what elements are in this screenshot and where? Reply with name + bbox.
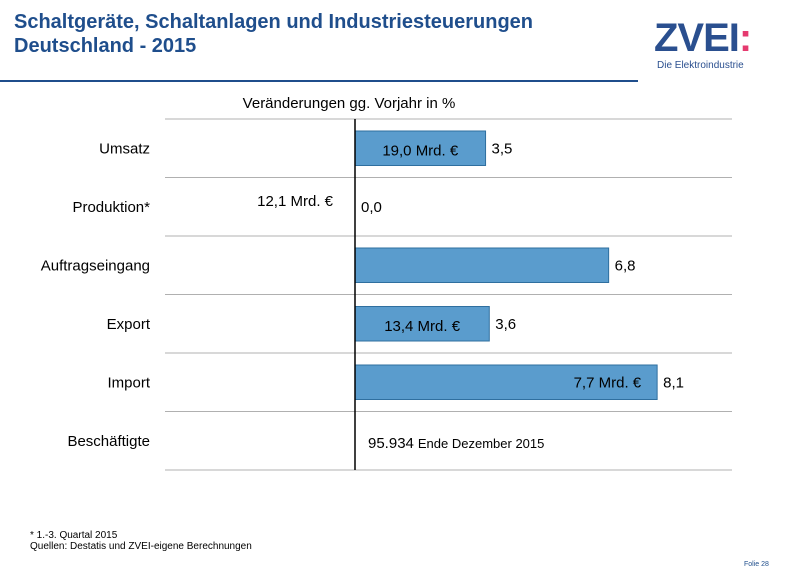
category-label: Umsatz [99, 140, 150, 157]
employee-count-note: Ende Dezember 2015 [418, 436, 544, 451]
value-label: 3,6 [495, 316, 516, 333]
logo-wordmark: ZVEI: [654, 18, 764, 58]
category-label: Export [107, 316, 151, 333]
footnote-sources: Quellen: Destatis und ZVEI-eigene Berech… [30, 541, 252, 552]
bar [354, 130, 487, 166]
absolute-label: 13,4 Mrd. € [384, 318, 461, 335]
logo-tagline: Die Elektroindustrie [657, 60, 744, 71]
page-title: Schaltgeräte, Schaltanlagen und Industri… [14, 10, 614, 58]
title-line-1: Schaltgeräte, Schaltanlagen und Industri… [14, 11, 533, 33]
category-label: Auftragseingang [41, 257, 150, 274]
absolute-label: 19,0 Mrd. € [382, 142, 459, 159]
employee-count-value: 95.934 [368, 435, 414, 452]
absolute-label: 7,7 Mrd. € [574, 374, 642, 391]
employee-count: 95.934 Ende Dezember 2015 [368, 435, 544, 452]
title-line-2: Deutschland - 2015 [14, 35, 197, 57]
value-label: 0,0 [361, 199, 382, 216]
absolute-label: 12,1 Mrd. € [257, 193, 334, 210]
bar [354, 364, 658, 400]
value-label: 8,1 [663, 374, 684, 391]
logo-brand: ZVEI [654, 16, 740, 60]
bar [354, 247, 610, 283]
category-label: Beschäftigte [67, 433, 150, 450]
chart-title: Veränderungen gg. Vorjahr in % [243, 95, 456, 112]
zvei-logo: ZVEI: Die Elektroindustrie [654, 18, 764, 78]
logo-colon: : [738, 16, 752, 60]
slide-number: Folie 28 [744, 561, 769, 568]
footnote: * 1.-3. Quartal 2015 Quellen: Destatis u… [30, 530, 252, 552]
category-label: Produktion* [72, 199, 150, 216]
category-label: Import [107, 374, 150, 391]
title-divider [0, 80, 638, 82]
value-label: 6,8 [615, 257, 636, 274]
footnote-quarter: * 1.-3. Quartal 2015 [30, 530, 118, 541]
value-label: 3,5 [492, 140, 513, 157]
